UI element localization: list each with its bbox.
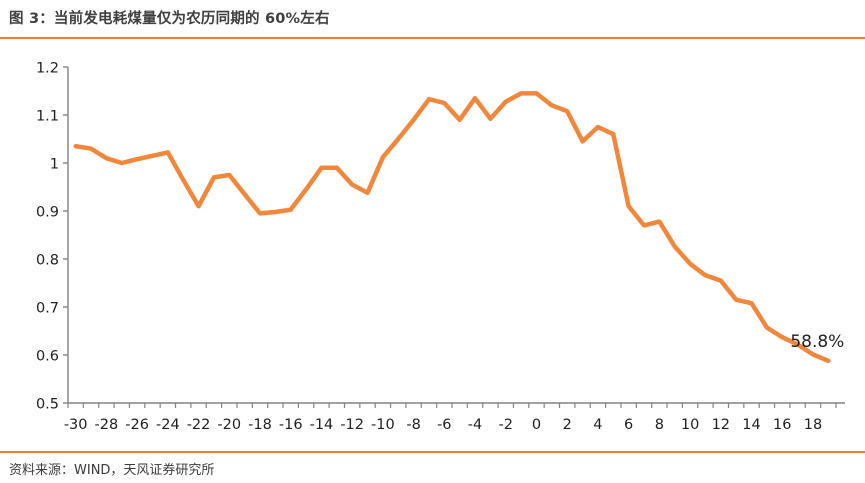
y-tick-label: 0.6: [36, 349, 59, 365]
x-tick-label: 10: [681, 417, 699, 433]
source-text: 资料来源：WIND，天风证券研究所: [9, 463, 215, 478]
x-tick-label: -22: [187, 417, 211, 433]
x-tick-label: 14: [742, 417, 760, 433]
x-tick-label: -14: [310, 417, 334, 433]
footer-divider: [0, 451, 865, 453]
x-tick-label: -18: [248, 417, 272, 433]
x-tick-label: -12: [340, 417, 364, 433]
x-tick-label: 6: [624, 417, 633, 433]
y-tick-label: 1.2: [36, 61, 59, 77]
end-value-label: 58.8%: [790, 332, 844, 352]
x-tick-label: 0: [532, 417, 541, 433]
x-tick-label: -24: [156, 417, 180, 433]
x-tick-label: -30: [64, 417, 88, 433]
figure-title: 图 3：当前发电耗煤量仅为农历同期的 60%左右: [9, 11, 330, 27]
y-tick-label: 1: [50, 157, 59, 173]
x-tick-label: -20: [217, 417, 241, 433]
x-tick-label: 4: [593, 417, 602, 433]
x-tick-label: -10: [371, 417, 395, 433]
x-tick-label: 8: [655, 417, 664, 433]
x-tick-label: -2: [499, 417, 513, 433]
chart-svg: 1.21.110.90.80.70.60.5-30 -28 -26 -24 -22 -20…: [36, 61, 845, 433]
x-tick-label: 12: [712, 417, 730, 433]
y-tick-label: 0.8: [36, 253, 59, 269]
y-tick-label: 0.9: [36, 205, 59, 221]
x-tick-label: -4: [468, 417, 482, 433]
coal-ratio-line: [73, 91, 831, 364]
y-tick-label: 0.7: [36, 301, 59, 317]
y-tick-label: 0.5: [36, 397, 59, 413]
x-tick-label: -6: [437, 417, 451, 433]
x-tick-label: 18: [804, 417, 822, 433]
title-divider: [0, 37, 865, 39]
x-tick-label: -8: [406, 417, 420, 433]
x-tick-label: -26: [125, 417, 149, 433]
y-tick-label: 1.1: [36, 109, 59, 125]
x-tick-label: -16: [279, 417, 303, 433]
x-tick-label: 16: [773, 417, 791, 433]
x-tick-label: -28: [95, 417, 119, 433]
x-tick-label: 2: [563, 417, 572, 433]
